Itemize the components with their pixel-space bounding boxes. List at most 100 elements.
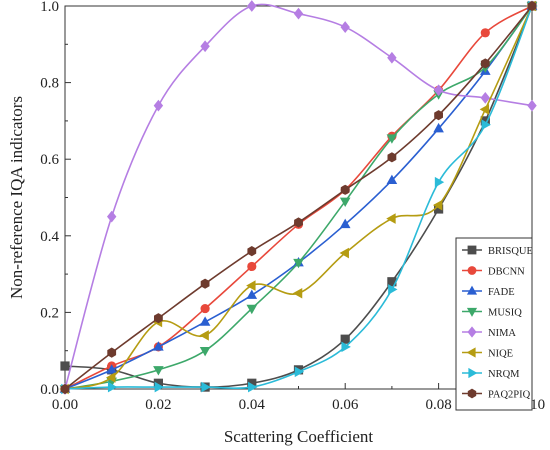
series-nima	[60, 0, 537, 395]
legend-item: DBCNN	[462, 266, 525, 278]
data-point	[60, 383, 70, 395]
legend-item: MUSIQ	[462, 308, 522, 319]
y-tick-label: 0.8	[40, 76, 59, 92]
data-point	[294, 217, 303, 228]
data-point	[388, 284, 398, 295]
y-tick-label: 0.6	[40, 152, 59, 168]
y-axis-label: Non-reference IQA indicators	[7, 96, 26, 299]
data-point	[293, 258, 304, 269]
data-point	[339, 197, 351, 207]
data-point	[153, 341, 164, 351]
data-point	[434, 110, 444, 121]
data-point	[199, 316, 211, 326]
legend-marker	[466, 347, 476, 358]
data-point	[153, 99, 164, 112]
data-point	[433, 84, 444, 97]
data-point	[200, 278, 210, 289]
legend-item: PAQ2PIQ	[462, 388, 531, 401]
series-line	[64, 5, 533, 388]
legend-marker	[466, 307, 478, 317]
x-tick-label: 0.08	[425, 397, 451, 413]
data-point	[479, 104, 490, 115]
data-point	[106, 364, 118, 374]
x-tick-label: 0.04	[239, 397, 266, 413]
data-point	[153, 313, 163, 324]
legend-label: NIQE	[488, 349, 513, 360]
data-point	[246, 304, 258, 315]
data-point	[340, 184, 350, 195]
data-point	[339, 218, 351, 229]
y-tick-label: 0.2	[40, 305, 59, 321]
data-point	[386, 213, 396, 224]
legend-marker	[467, 326, 477, 338]
data-point	[200, 303, 210, 314]
data-point	[292, 287, 303, 299]
data-point	[106, 372, 116, 383]
series-line	[64, 5, 533, 390]
legend: BRISQUE DBCNN FADE MUSIQ NIMA NIQE NRQM PAQ2PIQ	[455, 237, 533, 411]
legend-label: PAQ2PIQ	[488, 390, 531, 401]
data-point	[248, 381, 258, 393]
data-point	[481, 119, 491, 131]
legend-marker	[467, 266, 477, 275]
legend-label: DBCNN	[488, 267, 525, 278]
data-point	[527, 99, 537, 112]
legend-label: BRISQUE	[488, 246, 533, 257]
legend-label: NIMA	[488, 328, 516, 339]
data-point	[107, 381, 118, 393]
x-axis-label: Scattering Coefficient	[224, 427, 374, 446]
legend-item: NIMA	[462, 326, 516, 339]
legend-marker	[466, 285, 478, 295]
legend-item: NIQE	[462, 347, 513, 360]
data-point	[201, 381, 211, 393]
data-point	[294, 366, 305, 378]
legend-marker	[468, 367, 478, 379]
y-tick-label: 1.0	[40, 0, 59, 15]
legend-marker	[467, 388, 477, 399]
data-point	[106, 210, 117, 223]
data-point	[60, 361, 70, 371]
data-point	[153, 366, 164, 376]
series-line	[64, 3, 533, 390]
data-point	[199, 346, 211, 357]
legend-label: MUSIQ	[488, 308, 522, 319]
data-point	[387, 51, 397, 64]
data-point	[200, 40, 210, 53]
data-point	[480, 58, 490, 69]
legend-label: NRQM	[488, 369, 520, 380]
data-point	[107, 347, 117, 358]
data-point	[340, 21, 350, 33]
data-point	[246, 289, 258, 299]
data-point	[433, 122, 444, 133]
data-point	[293, 7, 304, 20]
data-point	[387, 152, 397, 163]
data-point	[339, 247, 349, 259]
series-layer	[59, 0, 538, 395]
data-point	[432, 199, 443, 211]
data-point	[340, 334, 350, 344]
legend-box	[455, 237, 533, 411]
y-tick-label: 0.0	[40, 382, 59, 398]
y-tick-label: 0.4	[40, 229, 59, 245]
series-paq2piq	[60, 0, 537, 395]
data-point	[480, 92, 491, 104]
data-point	[247, 261, 257, 272]
data-point	[480, 28, 490, 38]
x-tick-label: 0.06	[332, 397, 359, 413]
data-point	[386, 174, 398, 185]
legend-marker	[467, 245, 477, 255]
data-point	[434, 176, 445, 188]
data-point	[154, 381, 165, 393]
data-point	[386, 134, 398, 144]
data-point	[247, 0, 257, 12]
series-line	[64, 5, 533, 390]
legend-label: FADE	[488, 287, 515, 298]
x-tick-label: 0.02	[145, 397, 171, 413]
data-point	[341, 341, 351, 353]
x-tick-label: 0.00	[52, 397, 78, 413]
data-point	[246, 280, 256, 291]
legend-item: NRQM	[462, 367, 520, 380]
legend-item: FADE	[462, 285, 515, 298]
data-point	[527, 0, 537, 12]
